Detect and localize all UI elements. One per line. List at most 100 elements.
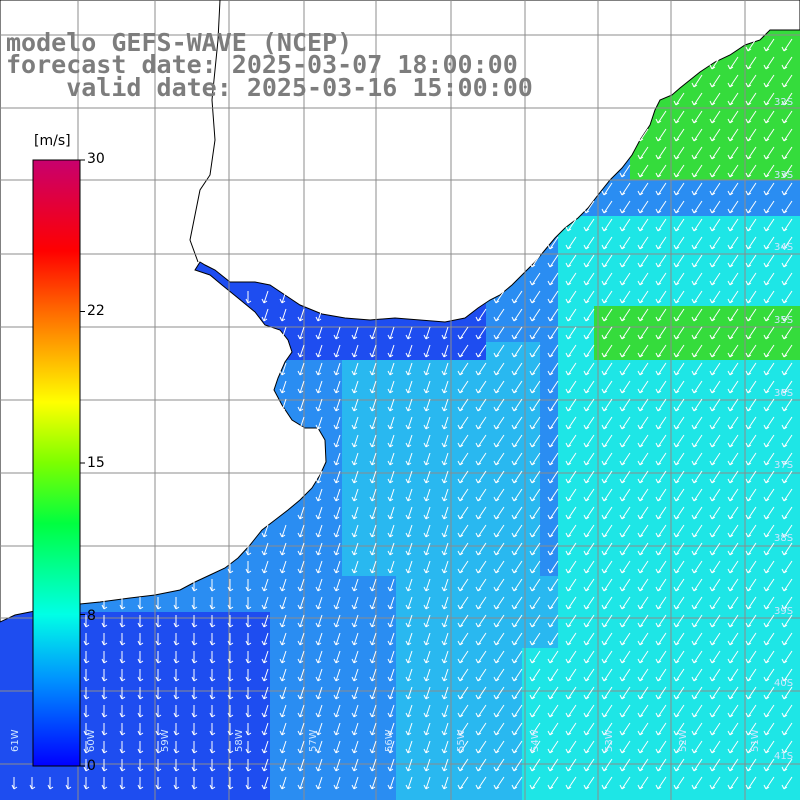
field-cell [612, 594, 630, 612]
wind-arrow [691, 470, 703, 484]
field-cell [792, 288, 800, 306]
field-cell [198, 756, 216, 774]
wind-arrow [781, 506, 793, 520]
field-cell [216, 684, 234, 702]
wind-arrow [727, 326, 739, 340]
field-cell [738, 432, 756, 450]
field-cell [234, 558, 252, 576]
field-cell [576, 720, 594, 738]
wind-arrow [209, 777, 216, 790]
wind-arrow [511, 524, 523, 538]
field-cell [702, 450, 720, 468]
wind-arrow [547, 344, 559, 358]
wind-arrow [637, 146, 649, 160]
field-cell [342, 360, 360, 378]
field-cell [576, 378, 594, 396]
wind-arrow [673, 92, 685, 106]
field-cell [144, 612, 162, 630]
field-cell [396, 720, 414, 738]
field-cell [270, 558, 288, 576]
wind-arrow [475, 362, 487, 376]
wind-arrow [637, 506, 649, 520]
field-cell [774, 198, 792, 216]
wind-arrow [547, 434, 559, 448]
field-cell [666, 432, 684, 450]
field-cell [558, 396, 576, 414]
wind-arrow [637, 236, 649, 250]
wind-arrow [511, 380, 523, 394]
wind-arrow [457, 776, 469, 790]
field-cell [558, 774, 576, 792]
wind-arrow [727, 488, 739, 502]
wind-arrow [387, 686, 395, 700]
field-cell [360, 630, 378, 648]
field-cell [306, 576, 324, 594]
wind-arrow [173, 705, 180, 718]
field-cell [684, 270, 702, 288]
wind-arrow [745, 110, 757, 124]
field-cell [558, 468, 576, 486]
field-cell [414, 738, 432, 756]
field-cell [432, 360, 450, 378]
field-cell [702, 234, 720, 252]
wind-arrow [619, 632, 631, 646]
field-cell [414, 576, 432, 594]
wind-arrow [637, 470, 649, 484]
field-cell [576, 342, 594, 360]
field-cell [774, 720, 792, 738]
field-cell [540, 396, 558, 414]
field-cell [180, 594, 198, 612]
wind-arrow [637, 740, 649, 754]
wind-arrow [405, 668, 413, 682]
wind-arrow [637, 344, 649, 358]
wind-arrow [727, 614, 739, 628]
wind-arrow [457, 344, 469, 358]
wind-arrow [727, 380, 739, 394]
field-cell [612, 432, 630, 450]
wind-arrow [583, 272, 595, 286]
wind-arrow [691, 596, 703, 610]
field-cell [738, 252, 756, 270]
field-cell [324, 540, 342, 558]
wind-arrow [745, 38, 757, 52]
wind-arrow [601, 740, 613, 754]
wind-arrow [637, 614, 649, 628]
wind-arrow [673, 776, 685, 790]
field-cell [630, 342, 648, 360]
field-cell [540, 450, 558, 468]
field-cell [648, 180, 666, 198]
wind-arrow [727, 740, 739, 754]
wind-arrow [441, 776, 449, 790]
field-cell [720, 234, 738, 252]
field-cell [720, 54, 738, 72]
field-cell [234, 630, 252, 648]
wind-arrow [333, 560, 341, 574]
lat-label: 36S [774, 388, 793, 399]
wind-arrow [601, 524, 613, 538]
field-cell [630, 738, 648, 756]
wind-arrow [387, 740, 395, 754]
wind-arrow [547, 686, 559, 700]
wind-arrow [583, 236, 595, 250]
wind-arrow [261, 578, 269, 592]
field-cell [540, 360, 558, 378]
field-cell [774, 648, 792, 666]
wind-arrow [351, 398, 359, 412]
field-cell [234, 576, 252, 594]
field-cell [450, 738, 468, 756]
field-cell [432, 342, 450, 360]
wind-arrow [387, 578, 395, 592]
field-cell [738, 522, 756, 540]
field-cell [702, 126, 720, 144]
field-cell [432, 630, 450, 648]
wind-arrow [547, 488, 559, 502]
wind-arrow [101, 669, 108, 682]
wind-arrow [315, 686, 323, 700]
field-cell [288, 360, 306, 378]
wind-arrow [245, 759, 252, 772]
field-cell [540, 270, 558, 288]
wind-arrow [529, 290, 541, 304]
field-cell [414, 414, 432, 432]
field-cell [0, 792, 18, 800]
wind-arrow [619, 686, 631, 700]
